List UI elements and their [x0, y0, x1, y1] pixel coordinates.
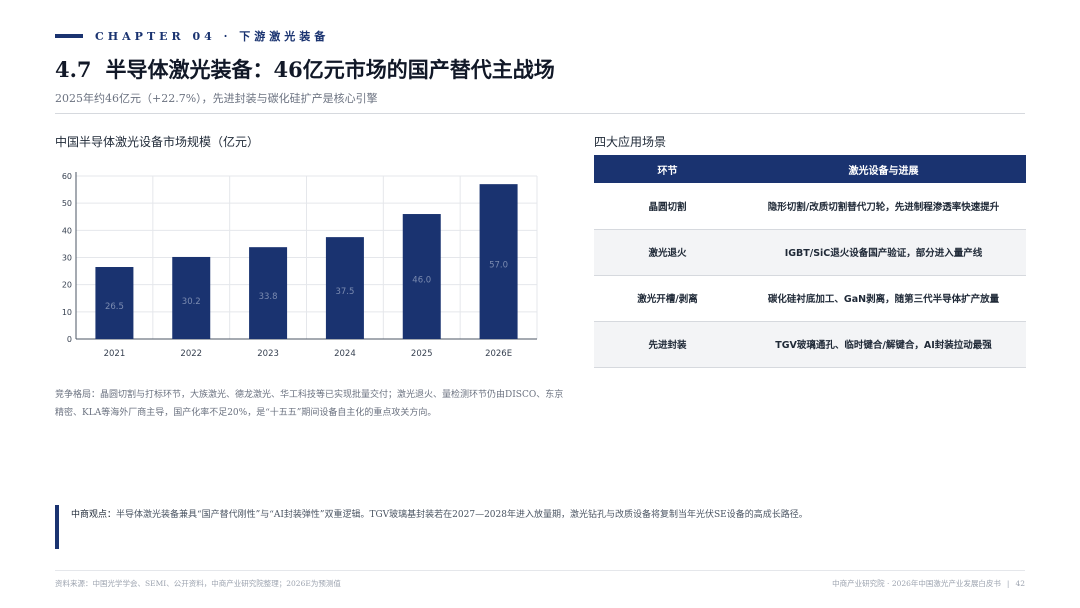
table-cell-stage: 激光开槽/剥离	[594, 275, 741, 322]
bar-value-label: 46.0	[412, 276, 431, 286]
market-size-bar-chart: 0 10 20 30 40 50 60 26.5 2021 30.2 2022 33.8 2023 37.…	[62, 172, 538, 359]
x-tick-label: 2026E	[485, 349, 512, 359]
footer-publisher: 中商产业研究院 · 2026年中国激光产业发展白皮书 | 42	[832, 578, 1025, 589]
bar-value-label: 33.8	[259, 292, 278, 302]
x-tick-label: 2024	[334, 349, 356, 359]
bar	[249, 247, 288, 339]
y-tick-label: 30	[62, 254, 72, 263]
page-title: 4.7 半导体激光装备：46亿元市场的国产替代主战场	[55, 54, 555, 84]
section-title: 半导体激光装备：46亿元市场的国产替代主战场	[105, 57, 555, 82]
application-table: 环节 激光设备与进展 晶圆切割 隐形切割/改质切割替代刀轮，先进制程渗透率快速提…	[594, 155, 1026, 368]
table-header-progress: 激光设备与进展	[741, 155, 1026, 183]
table-cell-stage: 先进封装	[594, 321, 741, 368]
table-title: 四大应用场景	[594, 135, 667, 149]
y-tick-label: 20	[62, 281, 72, 290]
table-header-row: 环节 激光设备与进展	[594, 155, 1026, 183]
viewpoint-callout: 中商观点：半导体激光装备兼具“国产替代刚性”与“AI封装弹性”双重逻辑。TGV玻…	[71, 507, 1021, 520]
table-cell-progress: IGBT/SiC退火设备国产验证，部分进入量产线	[741, 229, 1026, 276]
table-cell-progress: 碳化硅衬底加工、GaN剥离，随第三代半导体扩产放量	[741, 275, 1026, 322]
bar	[95, 267, 134, 339]
x-tick-label: 2022	[180, 349, 202, 359]
y-tick-label: 40	[62, 226, 72, 235]
table-cell-progress: TGV玻璃通孔、临时键合/解键合，AI封装拉动最强	[741, 321, 1026, 368]
footer-separator: |	[1006, 579, 1010, 588]
bar	[325, 237, 364, 339]
table-cell-stage: 晶圆切割	[594, 183, 741, 230]
chapter-accent-bar	[55, 34, 83, 38]
bar-value-label: 30.2	[182, 297, 201, 307]
table-cell-progress: 隐形切割/改质切割替代刀轮，先进制程渗透率快速提升	[741, 183, 1026, 230]
chapter-label: CHAPTER 04 · 下游激光装备	[95, 30, 330, 43]
section-number: 4.7	[55, 57, 92, 82]
table-row: 先进封装 TGV玻璃通孔、临时键合/解键合，AI封装拉动最强	[594, 321, 1026, 368]
x-tick-label: 2023	[257, 349, 279, 359]
viewpoint-text: 半导体激光装备兼具“国产替代刚性”与“AI封装弹性”双重逻辑。TGV玻璃基封装若…	[116, 510, 808, 520]
bar-value-label: 37.5	[335, 287, 354, 297]
y-tick-label: 60	[62, 172, 72, 181]
bar-value-label: 57.0	[489, 261, 508, 271]
bar	[402, 214, 441, 339]
y-tick-label: 0	[67, 335, 72, 344]
table-row: 晶圆切割 隐形切割/改质切割替代刀轮，先进制程渗透率快速提升	[594, 183, 1026, 230]
page-subtitle: 2025年约46亿元（+22.7%），先进封装与碳化硅扩产是核心引擎	[55, 92, 378, 105]
bar	[172, 256, 211, 339]
footer-divider	[55, 570, 1025, 571]
viewpoint-accent-bar	[55, 505, 59, 549]
footer-publisher-text: 中商产业研究院 · 2026年中国激光产业发展白皮书	[832, 579, 1001, 588]
y-tick-label: 50	[62, 199, 72, 208]
table-cell-stage: 激光退火	[594, 229, 741, 276]
x-tick-label: 2025	[411, 349, 433, 359]
competition-note: 竞争格局：晶圆切割与打标环节，大族激光、德龙激光、华工科技等已实现批量交付；激光…	[55, 390, 564, 418]
page-number: 42	[1015, 579, 1025, 588]
header-divider	[55, 113, 1025, 114]
bar	[479, 184, 518, 339]
table-row: 激光开槽/剥离 碳化硅衬底加工、GaN剥离，随第三代半导体扩产放量	[594, 275, 1026, 322]
x-tick-label: 2021	[104, 349, 126, 359]
viewpoint-label: 中商观点：	[71, 510, 117, 520]
table-row: 激光退火 IGBT/SiC退火设备国产验证，部分进入量产线	[594, 229, 1026, 276]
footer-source: 资料来源：中国光学学会、SEMI、公开资料，中商产业研究院整理；2026E为预测…	[55, 579, 341, 588]
y-tick-label: 10	[62, 308, 72, 317]
chart-title: 中国半导体激光设备市场规模（亿元）	[55, 135, 260, 149]
table-header-stage: 环节	[594, 155, 741, 183]
bar-value-label: 26.5	[105, 302, 124, 312]
